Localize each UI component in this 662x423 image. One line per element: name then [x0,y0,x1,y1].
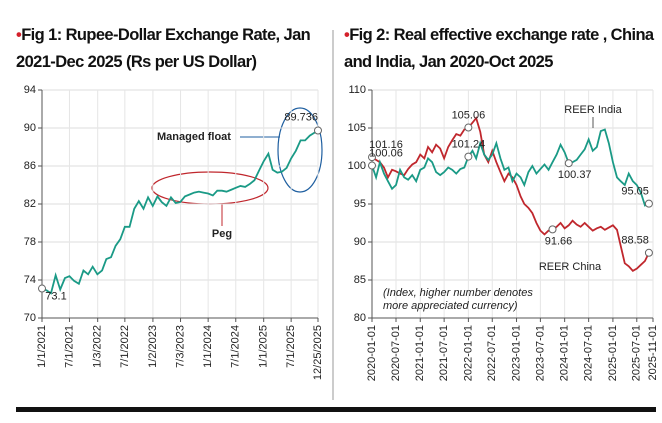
data-label: 100.37 [558,169,592,181]
data-label: 101.16 [369,139,403,151]
y-tick-label: 105 [348,122,366,134]
point-marker [548,225,557,234]
x-tick-label: 2022-07-01 [486,325,498,381]
point-marker [464,152,473,161]
x-tick-label: 2020-01-01 [366,325,378,381]
point-marker [38,284,46,293]
x-tick-label: 2023-07-01 [534,325,546,381]
x-tick-label: 1/1/2025 [258,325,270,368]
annotation: Peg [212,228,232,240]
x-tick-label: 2021-07-01 [438,325,450,381]
x-tick-label: 2020-07-01 [390,325,402,381]
data-label: 101.24 [452,138,486,150]
x-tick-label: 12/25/2025 [312,325,324,380]
legend-label: REER India [564,104,622,116]
point-marker [314,126,322,135]
chart-title: •Fig 1: Rupee-Dollar Exchange Rate, Jan … [16,26,311,71]
y-tick-label: 82 [24,198,36,210]
point-marker [368,161,376,170]
annotation: (Index, higher number denotes more apprec… [383,287,533,312]
y-tick-label: 110 [348,84,366,96]
legend-label: REER China [539,261,602,273]
x-tick-label: 2022-01-01 [462,325,474,381]
data-label: 105.06 [452,109,486,121]
data-label: 91.66 [545,235,573,247]
x-tick-label: 7/1/2021 [63,325,75,368]
y-tick-label: 90 [24,122,36,134]
x-tick-label: 7/1/2025 [285,325,297,368]
point-marker [644,248,653,257]
y-tick-label: 100 [348,160,366,172]
x-tick-label: 2025-07-01 [631,325,643,381]
x-tick-label: 1/3/2022 [92,325,104,368]
x-tick-label: 2021-01-01 [414,325,426,381]
x-tick-label: 2024-07-01 [583,325,595,381]
x-tick-label: 2024-01-01 [559,325,571,381]
y-tick-label: 80 [354,312,366,324]
x-tick-label: 7/1/2024 [230,325,242,368]
annotation: Managed float [157,131,231,143]
data-label: 73.1 [45,290,66,302]
x-tick-label: 1/1/2021 [36,325,48,368]
point-marker [464,123,473,132]
float-ellipse [277,107,323,193]
line-series [371,128,650,207]
data-label: 89.736 [284,111,318,123]
line-series [41,129,319,295]
y-tick-label: 74 [24,274,36,286]
y-tick-label: 85 [354,274,366,286]
x-tick-label: 1/1/2024 [202,325,214,368]
title-text: Fig 1: Rupee-Dollar Exchange Rate, Jan 2… [16,26,311,71]
x-tick-label: 2025-01-01 [607,325,619,381]
y-tick-label: 95 [354,198,366,210]
x-tick-label: 2025-11-01 [647,325,659,380]
point-marker [564,159,573,168]
y-tick-label: 70 [24,312,36,324]
x-tick-label: 7/1/2022 [119,325,131,368]
x-tick-label: 7/3/2023 [174,325,186,368]
data-label: 100.06 [369,147,403,159]
x-tick-label: 2023-01-01 [510,325,522,381]
title-text: Fig 2: Real effective exchange rate , Ch… [344,26,654,71]
footer-bar [16,407,656,412]
y-tick-label: 94 [24,84,36,96]
y-tick-label: 78 [24,236,36,248]
y-tick-label: 86 [24,160,36,172]
point-marker [368,153,376,162]
y-tick-label: 90 [354,236,366,248]
chart-title: •Fig 2: Real effective exchange rate , C… [344,26,654,71]
point-marker [644,199,653,208]
data-label: 95.05 [621,186,649,198]
x-tick-label: 1/2/2023 [147,325,159,368]
data-label: 88.58 [621,235,649,247]
